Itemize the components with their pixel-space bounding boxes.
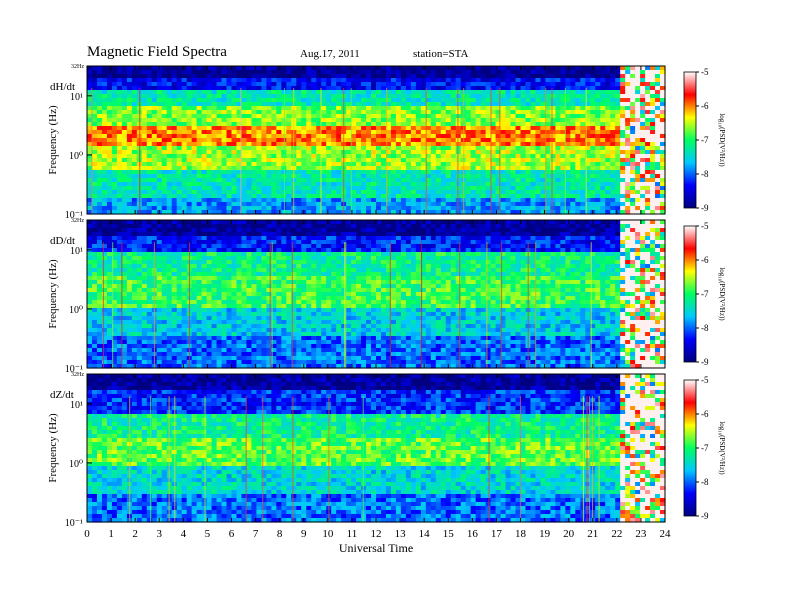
- x-tick-label-18: 18: [515, 528, 527, 540]
- spectrogram-panel-1: [87, 66, 666, 215]
- station-label: station=STA: [413, 48, 469, 60]
- colorbar-tick-label-2-3: -8: [701, 323, 709, 333]
- colorbar-tick-label-1-0: -5: [701, 67, 709, 77]
- panel-label-1: dH/dt: [50, 81, 75, 93]
- x-tick-label-2: 2: [132, 528, 138, 540]
- y-top-label-2: 32Hz: [71, 218, 84, 224]
- spectrogram-panel-2: [87, 220, 666, 369]
- colorbar-tick-label-3-4: -9: [701, 511, 709, 521]
- colorbar-label-3: log₁₀(PSD(V²/Hz)): [718, 421, 726, 475]
- colorbar-2: [683, 225, 697, 363]
- spectrogram-panel-3: [87, 374, 666, 523]
- y-tick-label-3-2: 10¹: [70, 400, 83, 411]
- x-tick-label-20: 20: [563, 528, 575, 540]
- colorbar-tick-label-3-2: -7: [701, 443, 709, 453]
- colorbar-1: [683, 71, 697, 209]
- colorbar-tick-label-1-2: -7: [701, 135, 709, 145]
- colorbar-tick-label-3-3: -8: [701, 477, 709, 487]
- panel-label-2: dD/dt: [50, 235, 75, 247]
- y-top-label-1: 32Hz: [71, 64, 84, 70]
- chart-title: Magnetic Field Spectra: [87, 44, 227, 60]
- colorbar-label-2: log₁₀(PSD(V²/Hz)): [718, 267, 726, 321]
- colorbar-tick-label-1-3: -8: [701, 169, 709, 179]
- x-tick-label-12: 12: [371, 528, 382, 540]
- x-tick-label-22: 22: [611, 528, 622, 540]
- colorbar-label-1: log₁₀(PSD(V²/Hz)): [718, 113, 726, 167]
- x-tick-label-15: 15: [443, 528, 455, 540]
- y-tick-label-1-0: 10⁻¹: [65, 210, 83, 221]
- y-axis-label-1: Frequency (Hz): [47, 105, 59, 175]
- x-tick-label-4: 4: [181, 528, 187, 540]
- chart-date: Aug.17, 2011: [300, 48, 360, 60]
- x-tick-label-23: 23: [635, 528, 647, 540]
- y-axis-label-3: Frequency (Hz): [47, 413, 59, 483]
- y-tick-label-1-2: 10¹: [70, 92, 83, 103]
- y-tick-label-3-0: 10⁻¹: [65, 518, 83, 529]
- x-tick-label-1: 1: [108, 528, 114, 540]
- colorbar-tick-label-1-1: -6: [701, 101, 709, 111]
- y-tick-label-1-1: 10⁰: [69, 151, 83, 162]
- x-tick-label-8: 8: [277, 528, 283, 540]
- x-tick-label-13: 13: [395, 528, 407, 540]
- x-tick-label-7: 7: [253, 528, 259, 540]
- colorbar-tick-label-2-4: -9: [701, 357, 709, 367]
- x-tick-label-9: 9: [301, 528, 307, 540]
- colorbar-tick-label-2-1: -6: [701, 255, 709, 265]
- panel-label-3: dZ/dt: [50, 389, 74, 401]
- x-tick-label-19: 19: [539, 528, 551, 540]
- x-tick-label-5: 5: [205, 528, 211, 540]
- y-tick-label-2-1: 10⁰: [69, 305, 83, 316]
- x-tick-label-0: 0: [84, 528, 90, 540]
- y-tick-label-2-0: 10⁻¹: [65, 364, 83, 375]
- x-tick-label-6: 6: [229, 528, 235, 540]
- y-axis-label-2: Frequency (Hz): [47, 259, 59, 329]
- x-tick-label-17: 17: [491, 528, 503, 540]
- x-tick-label-11: 11: [347, 528, 358, 540]
- colorbar-tick-label-3-1: -6: [701, 409, 709, 419]
- colorbar-tick-label-2-2: -7: [701, 289, 709, 299]
- y-tick-label-3-1: 10⁰: [69, 459, 83, 470]
- y-top-label-3: 32Hz: [71, 372, 84, 378]
- x-axis-label: Universal Time: [339, 541, 413, 555]
- colorbar-tick-label-3-0: -5: [701, 375, 709, 385]
- x-tick-label-3: 3: [157, 528, 163, 540]
- x-tick-label-10: 10: [322, 528, 334, 540]
- x-tick-label-21: 21: [587, 528, 598, 540]
- x-tick-label-24: 24: [660, 528, 672, 540]
- colorbar-tick-label-1-4: -9: [701, 203, 709, 213]
- y-tick-label-2-2: 10¹: [70, 246, 83, 257]
- x-tick-label-16: 16: [467, 528, 479, 540]
- x-tick-label-14: 14: [419, 528, 431, 540]
- colorbar-tick-label-2-0: -5: [701, 221, 709, 231]
- colorbar-3: [683, 379, 697, 517]
